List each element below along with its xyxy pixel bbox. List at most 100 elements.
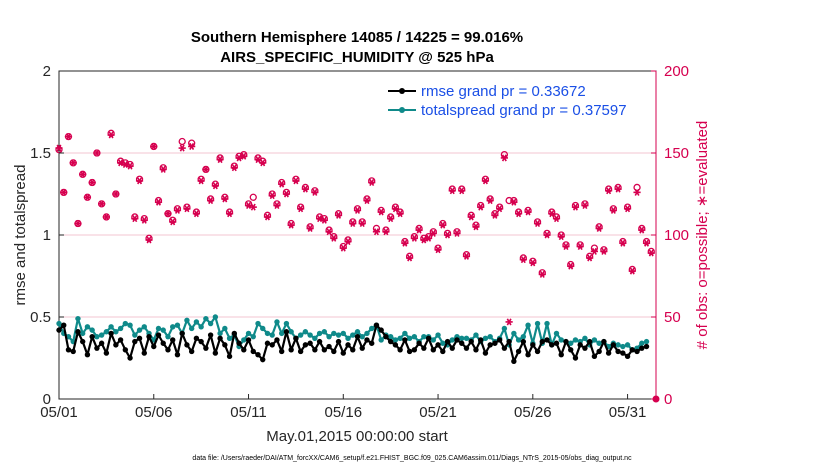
obs-evaluated-point — [477, 203, 485, 211]
totalspread-point — [643, 338, 650, 345]
totalspread-point — [302, 329, 309, 335]
rmse-point — [70, 348, 76, 355]
obs-evaluated-point — [429, 229, 437, 237]
obs-evaluated-point — [496, 205, 504, 213]
obs-evaluated-point — [396, 210, 404, 218]
rmse-point — [530, 342, 536, 348]
obs-evaluated-point — [349, 220, 357, 228]
totalspread-point — [430, 337, 437, 343]
rmse-point — [596, 348, 602, 355]
obs-evaluated-point — [590, 247, 599, 255]
totalspread-point — [392, 337, 399, 343]
obs-evaluated-point — [453, 229, 461, 237]
totalspread-point — [345, 335, 351, 342]
rmse-point — [117, 337, 124, 343]
rmse-point — [383, 333, 389, 340]
rmse-point — [160, 340, 166, 346]
legend-rmse-marker — [399, 88, 405, 94]
totalspread-point — [463, 335, 470, 342]
totalspread-point — [435, 332, 441, 338]
totalspread-point — [84, 324, 91, 330]
rmse-point — [283, 329, 290, 335]
obs-evaluated-point — [562, 242, 570, 250]
y-axis-left: 0 0.5 1 1.5 2 — [30, 63, 64, 408]
rmse-point — [141, 350, 147, 356]
obs-evaluated-point — [571, 203, 580, 211]
y-right-tick-label-2: 100 — [664, 227, 689, 244]
obs-evaluated-point — [79, 170, 87, 178]
totalspread-point — [525, 322, 531, 328]
rmse-point — [113, 342, 119, 348]
totalspread-point — [136, 327, 143, 333]
obs-evaluated-point — [154, 198, 163, 206]
totalspread-point — [56, 320, 62, 327]
y-axis-right: 0 50 100 150 200 — [651, 63, 689, 408]
obs-evaluated-point — [192, 210, 201, 218]
rmse-point — [544, 337, 550, 343]
rmse-point — [582, 345, 588, 351]
obs-evaluated-point — [64, 133, 73, 141]
rmse-point — [520, 338, 527, 345]
obs-evaluated-point — [88, 179, 96, 187]
obs-evaluated-point — [301, 185, 309, 193]
totalspread-point — [350, 332, 356, 338]
rmse-point — [577, 342, 583, 348]
legend: rmse grand pr = 0.33672 totalspread gran… — [388, 83, 627, 119]
y-left-tick-label-3: 1.5 — [30, 145, 51, 162]
rmse-series — [56, 322, 650, 364]
totalspread-point — [132, 332, 138, 338]
obs-evaluated-point — [595, 224, 603, 232]
obs-evaluated-point — [126, 162, 134, 170]
totalspread-point — [174, 322, 181, 328]
rmse-point — [397, 347, 403, 353]
obs-evaluated-point — [486, 197, 494, 205]
obs-evaluated-point — [150, 142, 158, 150]
obs-evaluated-point — [548, 210, 556, 218]
rmse-point — [65, 347, 72, 353]
totalspread-point — [307, 332, 313, 338]
rmse-point — [392, 342, 399, 348]
obs-series — [55, 129, 660, 403]
rmse-point — [127, 355, 133, 361]
rmse-point — [231, 330, 238, 337]
rmse-point — [506, 338, 512, 345]
rmse-point — [98, 340, 105, 346]
grid — [59, 152, 656, 318]
rmse-point — [430, 347, 437, 353]
rmse-point — [293, 335, 299, 342]
obs-evaluated-point — [443, 231, 452, 239]
totalspread-point — [155, 325, 162, 332]
totalspread-point — [75, 315, 81, 322]
x-tick-label-6: 05/31 — [609, 404, 647, 421]
totalspread-point — [387, 333, 394, 340]
obs-evaluated-point — [320, 216, 328, 224]
obs-evaluated-point — [140, 216, 148, 224]
rmse-point — [321, 347, 328, 353]
obs-evaluated-point — [481, 177, 490, 185]
chart-title-line1: Southern Hemisphere 14085 / 14225 = 99.0… — [191, 29, 523, 46]
totalspread-point — [103, 329, 110, 335]
totalspread-point — [520, 333, 527, 340]
chart-title-line2: AIRS_SPECIFIC_HUMIDITY @ 525 hPa — [220, 49, 494, 66]
rmse-point — [278, 348, 285, 355]
rmse-point — [56, 327, 62, 333]
totalspread-point — [160, 327, 166, 333]
obs-evaluated-point — [334, 211, 343, 219]
obs-evaluated-point — [60, 188, 68, 196]
obs-evaluated-point — [278, 180, 286, 188]
rmse-point — [444, 338, 451, 345]
rmse-point — [207, 332, 214, 338]
totalspread-point — [411, 333, 418, 340]
totalspread-point — [501, 325, 508, 332]
rmse-point — [61, 322, 67, 328]
obs-evaluated-point — [230, 164, 238, 172]
obs-evaluated-point — [581, 201, 589, 209]
obs-evaluated-point — [510, 198, 518, 206]
rmse-point — [572, 355, 579, 361]
obs-evaluated-point — [173, 206, 182, 214]
rmse-point — [473, 347, 479, 353]
obs-evaluated-point — [638, 226, 646, 234]
obs-evaluated-point — [410, 234, 418, 242]
rmse-point — [459, 340, 465, 346]
obs-evaluated-point — [382, 228, 390, 236]
